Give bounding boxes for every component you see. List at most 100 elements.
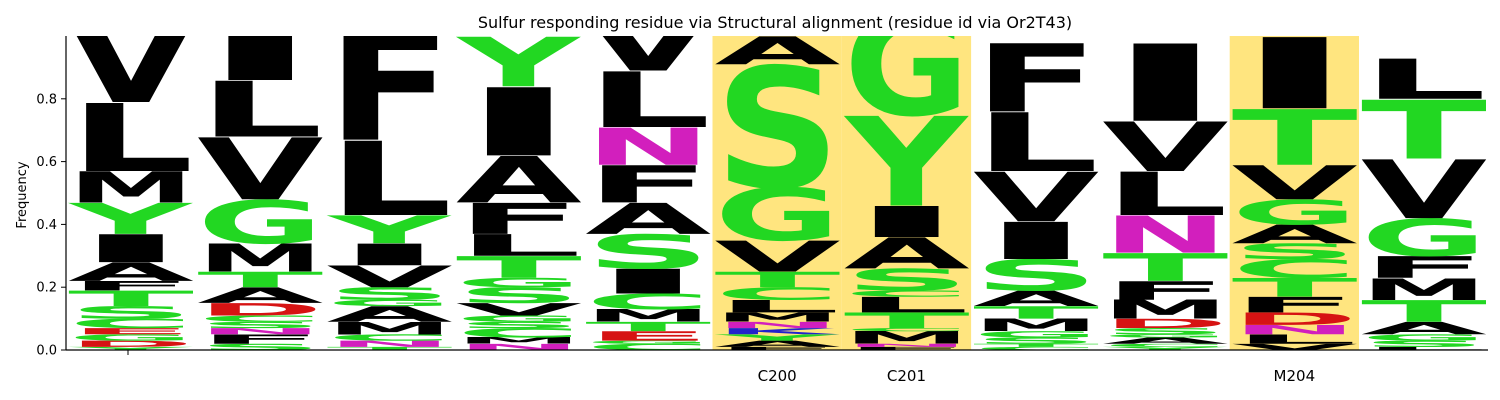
logo-letter: T: [844, 308, 970, 333]
logo-letter: T: [715, 268, 841, 293]
logo-letter: S: [1102, 326, 1228, 336]
logo-letter: E: [68, 326, 194, 336]
logo-letter: T: [1102, 246, 1228, 290]
logo-letter: I: [197, 6, 323, 100]
logo-letter: V: [456, 300, 582, 320]
logo-letter: A: [585, 195, 711, 244]
logo-letter: A: [1102, 336, 1228, 346]
logo-letter: F: [197, 332, 323, 347]
logo-letter: A: [456, 144, 582, 218]
logo-letter: L: [1361, 48, 1487, 112]
logo-letter: G: [844, 0, 970, 148]
logo-letter: M: [585, 306, 711, 326]
logo-letter: S: [844, 263, 970, 298]
logo-letter: S: [327, 284, 453, 304]
logo-letter: L: [68, 85, 194, 193]
logo-letter: C: [844, 289, 970, 299]
highlight-band: [1229, 36, 1359, 350]
logo-letter: F: [1102, 276, 1228, 306]
logo-letter: M: [1102, 295, 1228, 325]
logo-letter: A: [327, 302, 453, 327]
logo-letter: L: [1361, 346, 1487, 351]
logo-letter: M: [197, 236, 323, 281]
logo-letter: T: [1361, 294, 1487, 329]
highlight-band: [841, 36, 972, 350]
logo-letter: V: [1361, 144, 1487, 238]
logo-letter: S: [1232, 239, 1358, 264]
logo-letter: C: [1232, 254, 1358, 284]
logo-letter: K: [715, 326, 841, 336]
logo-letter: G: [973, 330, 1099, 340]
logo-letter: G: [1102, 333, 1228, 338]
logo-letter: V: [1232, 156, 1358, 210]
logo-letter: T: [1232, 273, 1358, 303]
logo-letter: A: [68, 258, 194, 288]
logo-letter: N: [197, 326, 323, 336]
logo-letter: Y: [713, 333, 840, 343]
logo-letter: A: [973, 286, 1099, 311]
logo-letter: F: [715, 346, 841, 351]
logo-letter: S: [197, 320, 323, 330]
logo-letter: I: [456, 69, 582, 178]
logo-letter: A: [715, 339, 841, 349]
logo-letter: S: [585, 225, 711, 279]
axes: C200 C201 M204 0.0 0.2 0.4 0.6 0.8: [36, 36, 1488, 385]
logo-letter: A: [844, 229, 970, 278]
logo-letter: I: [1102, 23, 1228, 146]
logo-letter: Y: [67, 346, 194, 351]
logo-letter: G: [1232, 193, 1358, 232]
logo-stacks: YDGECSTFAIYMLVSFNSCDATMGVLITNCMAGSVIYLFN…: [67, 0, 1487, 352]
logo-letter: F: [1232, 293, 1358, 318]
logo-letter: D: [1232, 309, 1358, 329]
chart-title: Sulfur responding residue via Structural…: [478, 13, 1072, 32]
logo-letter: G: [585, 340, 711, 345]
logo-letter: S: [973, 336, 1099, 346]
logo-letter: M: [68, 163, 194, 212]
logo-letter: N: [327, 339, 453, 349]
logo-letter: A: [197, 283, 323, 308]
y-tick-label: 0.2: [36, 281, 57, 296]
logo-letter: D: [197, 300, 323, 320]
logo-letter: F: [973, 25, 1099, 134]
logo-letter: L: [456, 228, 582, 262]
highlight-band: [712, 36, 842, 350]
logo-letter: M: [715, 310, 841, 325]
logo-letter: S: [715, 34, 841, 226]
logo-letter: C: [585, 342, 711, 352]
x-tick-label: C201: [887, 367, 926, 385]
logo-letter: F: [1361, 250, 1487, 285]
logo-letter: V: [973, 159, 1099, 238]
logo-letter: C: [68, 316, 194, 331]
logo-letter: D: [68, 339, 194, 349]
logo-letter: T: [1361, 84, 1487, 178]
logo-letter: Y: [1101, 346, 1228, 351]
logo-letter: G: [327, 298, 453, 308]
y-axis-label: Frequency: [15, 161, 30, 228]
x-tick-label: M204: [1274, 367, 1316, 385]
logo-letter: N: [585, 118, 711, 177]
logo-letter: C: [973, 346, 1099, 351]
y-tick-label: 0.8: [36, 92, 57, 107]
logo-letter: L: [715, 297, 841, 317]
logo-letter: Y: [326, 208, 453, 253]
logo-letter: C: [1102, 343, 1228, 348]
logo-letter: L: [844, 293, 970, 318]
logo-letter: G: [456, 275, 582, 290]
logo-letter: N: [844, 343, 970, 348]
x-tick-label: C200: [758, 367, 797, 385]
logo-letter: I: [1232, 18, 1358, 132]
logo-letter: Y: [843, 91, 970, 235]
logo-letter: T: [68, 287, 194, 312]
logo-letter: E: [585, 329, 711, 344]
logo-letter: D: [1102, 316, 1228, 331]
logo-letter: G: [715, 174, 841, 258]
logo-letter: G: [456, 314, 582, 324]
logo-letter: T: [197, 268, 323, 293]
logo-letter: F: [327, 0, 453, 176]
logo-letter: F: [844, 346, 970, 351]
logo-letter: L: [585, 57, 711, 146]
logo-letter: L: [1102, 160, 1228, 229]
logo-letter: I: [585, 262, 711, 302]
logo-letter: F: [68, 279, 194, 294]
